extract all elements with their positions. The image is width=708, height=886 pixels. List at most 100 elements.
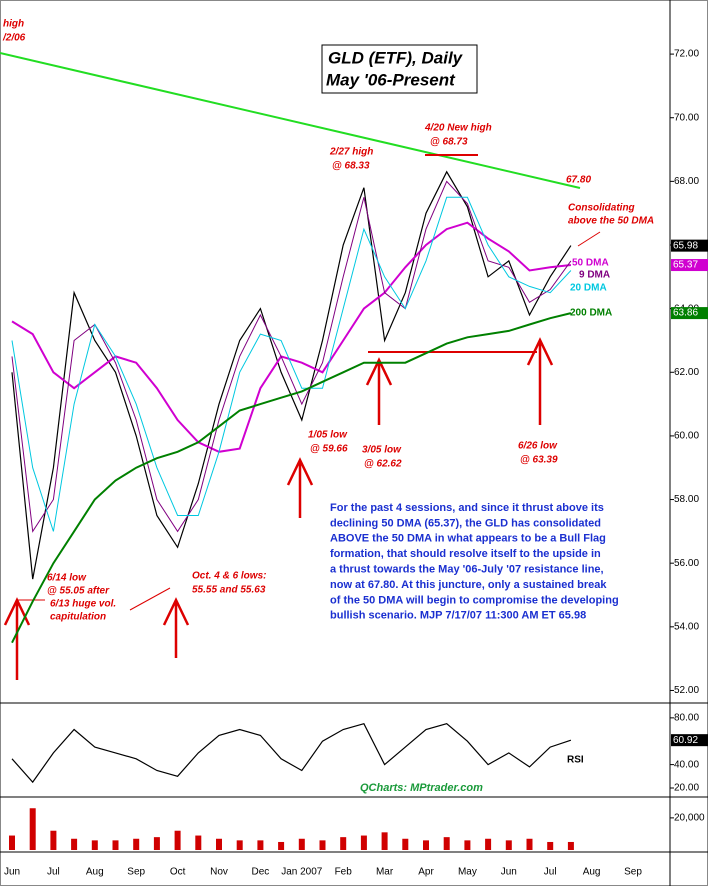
y-tick-label: 20.00 (674, 783, 699, 794)
annotation: @ 55.05 after (47, 586, 110, 597)
annotation: 55.55 and 55.63 (192, 585, 266, 596)
x-tick-label: Sep (624, 867, 642, 878)
legend-entry: 50 DMA (572, 258, 609, 269)
x-tick-label: Jun (4, 867, 20, 878)
annotation: 67.80 (566, 175, 591, 186)
commentary-line: formation, that should resolve itself to… (330, 548, 601, 560)
trend-lines (0, 52, 601, 611)
bar (360, 835, 367, 850)
bar (29, 808, 36, 850)
y-tick-label: 68.00 (674, 176, 699, 187)
title-box (321, 44, 478, 94)
x-tick-label: Sep (127, 867, 145, 878)
value-marker (671, 734, 708, 747)
bar (464, 840, 471, 850)
bar (174, 830, 181, 850)
series-line (11, 196, 572, 532)
annotation: @ 62.62 (364, 459, 402, 470)
x-tick-label: Jan 2007 (281, 867, 323, 878)
series-line (11, 221, 572, 453)
value-marker-label: 60.92 (673, 735, 698, 746)
series-line (11, 312, 572, 644)
y-tick-label: 58.00 (674, 494, 699, 505)
y-tick-label: 40.00 (674, 759, 699, 770)
annotation: 3/05 low (362, 445, 402, 456)
x-tick-label: Feb (335, 867, 353, 878)
x-tick-label: Aug (583, 867, 601, 878)
bar (133, 838, 140, 850)
annotation: high (3, 19, 24, 30)
bar (50, 830, 57, 850)
commentary-line: of the 50 DMA will begin to compromise t… (330, 594, 619, 606)
pointer-line (129, 587, 171, 611)
annotation: 1/05 low (308, 430, 348, 441)
annotation: 4/20 New high (424, 123, 492, 134)
annotation: /2/06 (2, 33, 26, 44)
bar (485, 838, 492, 850)
resistance-line (0, 52, 581, 189)
bar (236, 840, 243, 850)
x-tick-label: Oct (170, 867, 186, 878)
x-tick-label: Nov (210, 867, 228, 878)
y-tick-label: 56.00 (674, 558, 699, 569)
annotation: @ 59.66 (310, 444, 348, 455)
x-tick-label: Dec (252, 867, 270, 878)
source: QCharts: MPtrader.com (360, 782, 483, 794)
bar (505, 840, 512, 850)
legend-entry: 200 DMA (570, 308, 612, 319)
legend-entry: 20 DMA (570, 283, 607, 294)
annotation: above the 50 DMA (568, 216, 654, 227)
annotation: 6/14 low (47, 573, 87, 584)
annotation: Oct. 4 & 6 lows: (192, 571, 266, 582)
y-tick-label: 62.00 (674, 367, 699, 378)
series-line (11, 170, 572, 580)
x-tick-label: Apr (418, 867, 434, 878)
commentary-line: For the past 4 sessions, and since it th… (330, 502, 604, 514)
arrow (526, 337, 554, 425)
series-line (11, 180, 572, 533)
value-marker-label: 63.86 (673, 308, 698, 319)
bar (216, 838, 222, 850)
annotation: 6/26 low (518, 441, 558, 452)
arrow (365, 357, 393, 425)
value-marker (671, 307, 708, 320)
legend-entry: 9 DMA (579, 270, 610, 281)
bar (153, 837, 160, 850)
bar (71, 838, 78, 850)
commentary-line: bullish scenario. MJP 7/17/07 11:300 AM … (330, 610, 586, 622)
arrow (286, 457, 314, 518)
commentary-line: ABOVE the 50 DMA in what appears to be a… (330, 533, 606, 545)
x-tick-label: Jun (501, 867, 517, 878)
commentary-line: a thrust towards the May '06-July '07 re… (330, 564, 604, 576)
y-tick-label: 60.00 (674, 431, 699, 442)
bar (402, 838, 409, 850)
commentary-line: declining 50 DMA (65.37), the GLD has co… (330, 517, 601, 529)
bar (9, 835, 15, 850)
chart-title: May '06-Present (326, 70, 456, 89)
commentary: For the past 4 sessions, and since it th… (330, 502, 619, 622)
y-tick-label: 72.00 (674, 49, 699, 60)
bar (423, 840, 429, 850)
bar (443, 837, 450, 850)
bar (112, 840, 119, 850)
annotation: @ 63.39 (520, 455, 558, 466)
legend-entry: RSI (567, 755, 584, 766)
pointer-line (577, 231, 601, 247)
arrows (3, 337, 554, 680)
value-marker-label: 65.37 (673, 260, 698, 271)
y-tick-label: 80.00 (674, 712, 699, 723)
x-tick-label: Jul (544, 867, 557, 878)
bar (340, 837, 347, 850)
x-tick-label: Mar (376, 867, 394, 878)
x-tick-label: May (458, 867, 477, 878)
value-marker (671, 259, 708, 272)
y-tick-label: 70.00 (674, 112, 699, 123)
bar (319, 840, 326, 850)
chart-title: GLD (ETF), Daily (328, 48, 464, 67)
annotation: capitulation (50, 612, 106, 623)
y-tick-label: 52.00 (674, 685, 699, 696)
bar (278, 841, 285, 850)
bar (381, 832, 388, 850)
